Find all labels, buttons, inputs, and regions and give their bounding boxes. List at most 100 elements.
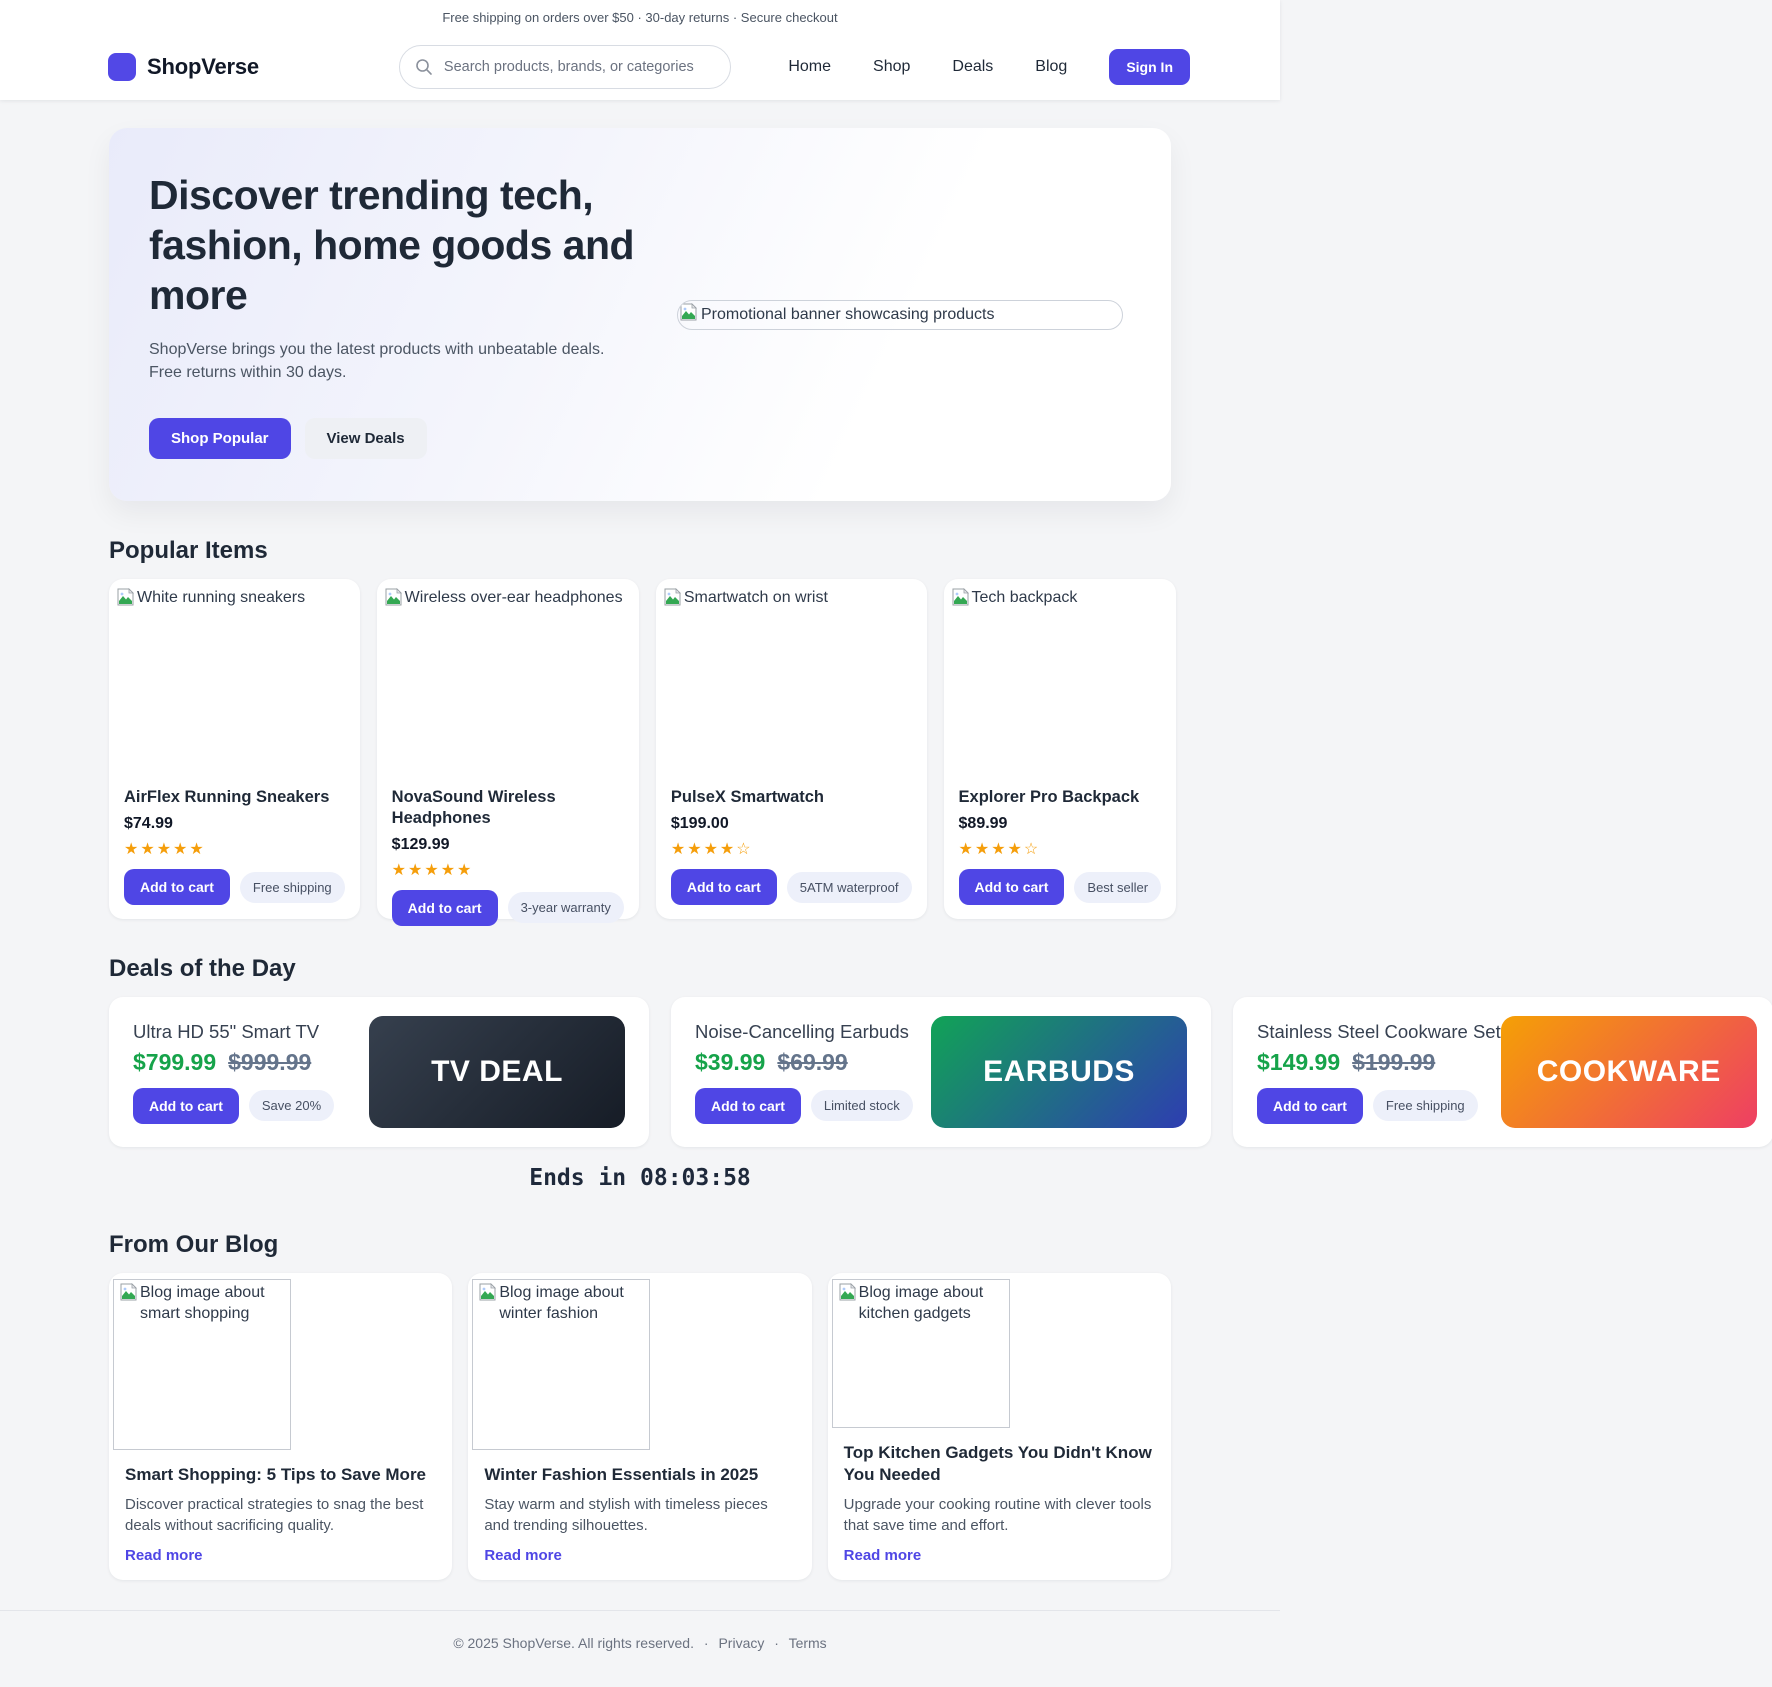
product-image-alt-text: Wireless over-ear headphones [404, 589, 623, 607]
blog-image-broken: Blog image about smart shopping [113, 1279, 291, 1451]
add-to-cart-button[interactable]: Add to cart [133, 1087, 239, 1124]
add-to-cart-button[interactable]: Add to cart [1257, 1087, 1363, 1124]
product-card-headphones: Wireless over-ear headphones NovaSound W… [376, 579, 639, 926]
deal-card-earbuds: Noise-Cancelling Earbuds $39.99 $69.99 A… [671, 997, 1211, 1148]
blog-post-title: Winter Fashion Essentials in 2025 [484, 1465, 759, 1485]
product-card-smartwatch: Smartwatch on wrist PulseX Smartwatch $1… [655, 579, 927, 920]
product-price: $199.00 [670, 815, 729, 833]
nav-home[interactable]: Home [788, 58, 832, 75]
blog-image-broken: Blog image about kitchen gadgets [831, 1279, 1010, 1429]
star-rating: ★★★★★ [124, 841, 206, 859]
shop-popular-button[interactable]: Shop Popular [149, 418, 291, 460]
deal-badge: Limited stock [810, 1090, 913, 1122]
hero-banner: Discover trending tech, fashion, home go… [109, 128, 1171, 502]
deal-price: $799.99 [133, 1048, 217, 1075]
view-deals-button[interactable]: View Deals [304, 418, 427, 460]
product-card-backpack: Tech backpack Explorer Pro Backpack $89.… [943, 579, 1177, 920]
deal-price: $149.99 [1257, 1048, 1341, 1075]
popular-items-heading: Popular Items [109, 537, 268, 565]
nav-shop[interactable]: Shop [873, 58, 911, 75]
deal-badge: Save 20% [248, 1090, 335, 1122]
nav-blog[interactable]: Blog [1035, 58, 1068, 75]
product-badge: Best seller [1074, 871, 1162, 903]
blog-post-title: Top Kitchen Gadgets You Didn't Know You … [843, 1443, 1152, 1485]
deals-section: Deals of the Day Ultra HD 55" Smart TV $… [109, 955, 1772, 1192]
blog-post-title: Smart Shopping: 5 Tips to Save More [125, 1465, 427, 1485]
read-more-link[interactable]: Read more [484, 1547, 562, 1565]
hero-ctas: Shop Popular View Deals [149, 418, 669, 460]
blog-heading: From Our Blog [109, 1231, 279, 1259]
broken-image-icon [839, 1283, 856, 1308]
deal-name: Noise-Cancelling Earbuds [695, 1020, 909, 1042]
copyright-text: © 2025 ShopVerse. All rights reserved. [453, 1635, 694, 1652]
main-nav: Home Shop Deals Blog Sign In [788, 49, 1190, 85]
product-image-broken: Wireless over-ear headphones [383, 585, 633, 783]
hero-text: Discover trending tech, fashion, home go… [149, 170, 669, 460]
deal-tile-label: TV DEAL [431, 1055, 563, 1089]
brand-logo-icon [108, 53, 136, 81]
hero-image-area: Promotional banner showcasing products [669, 299, 1131, 330]
nav-deals[interactable]: Deals [952, 58, 994, 75]
deal-tile-earbuds: EARBUDS [931, 1016, 1187, 1129]
product-price: $129.99 [391, 835, 450, 853]
blog-image-alt-text: Blog image about kitchen gadgets [858, 1284, 984, 1323]
blog-card-smart-shopping: Blog image about smart shopping Smart Sh… [109, 1273, 453, 1581]
deal-tile-label: EARBUDS [983, 1055, 1135, 1089]
deal-card-cookware: Stainless Steel Cookware Set $149.99 $19… [1233, 997, 1772, 1148]
blog-image-alt-text: Blog image about smart shopping [140, 1284, 265, 1323]
star-rating: ★★★★☆ [958, 841, 1041, 859]
product-name: Explorer Pro Backpack [958, 788, 1140, 807]
add-to-cart-button[interactable]: Add to cart [391, 889, 498, 926]
sign-in-button[interactable]: Sign In [1109, 49, 1190, 85]
product-image-broken: Smartwatch on wrist [662, 585, 921, 783]
product-card-sneakers: White running sneakers AirFlex Running S… [109, 579, 360, 920]
terms-link[interactable]: Terms [788, 1635, 827, 1652]
brand-name: ShopVerse [147, 54, 259, 79]
product-grid: White running sneakers AirFlex Running S… [109, 579, 1177, 926]
add-to-cart-button[interactable]: Add to cart [670, 869, 777, 906]
footer-separator: · [703, 1635, 709, 1652]
deals-heading: Deals of the Day [109, 955, 296, 983]
product-badge: 5ATM waterproof [786, 871, 912, 903]
deal-countdown: Ends in 08:03:58 [529, 1165, 751, 1192]
blog-card-kitchen-gadgets: Blog image about kitchen gadgets Top Kit… [827, 1273, 1171, 1581]
product-name: AirFlex Running Sneakers [124, 788, 330, 807]
deals-grid: Ultra HD 55" Smart TV $799.99 $999.99 Ad… [109, 997, 1772, 1148]
product-name: PulseX Smartwatch [670, 788, 825, 807]
broken-image-icon [117, 588, 134, 612]
deal-tile-label: COOKWARE [1536, 1055, 1721, 1089]
product-image-broken: Tech backpack [950, 585, 1171, 783]
footer: © 2025 ShopVerse. All rights reserved. ·… [0, 1610, 1280, 1687]
privacy-link[interactable]: Privacy [718, 1635, 765, 1652]
search [398, 45, 731, 89]
add-to-cart-button[interactable]: Add to cart [695, 1087, 801, 1124]
read-more-link[interactable]: Read more [125, 1547, 203, 1565]
deal-price: $39.99 [695, 1048, 766, 1075]
add-to-cart-button[interactable]: Add to cart [958, 869, 1065, 906]
deal-name: Ultra HD 55" Smart TV [133, 1020, 320, 1042]
blog-grid: Blog image about smart shopping Smart Sh… [109, 1273, 1171, 1581]
blog-card-winter-fashion: Blog image about winter fashion Winter F… [468, 1273, 812, 1581]
broken-image-icon [664, 588, 681, 612]
blog-image-broken: Blog image about winter fashion [472, 1279, 651, 1451]
deal-name: Stainless Steel Cookware Set [1257, 1020, 1501, 1042]
blog-section: From Our Blog Blog image about smart sho… [109, 1231, 1171, 1581]
product-image-broken: White running sneakers [115, 585, 354, 783]
read-more-link[interactable]: Read more [843, 1547, 922, 1565]
hero-promo-image-broken: Promotional banner showcasing products [677, 299, 1123, 330]
search-input[interactable] [398, 45, 731, 89]
add-to-cart-button[interactable]: Add to cart [124, 869, 230, 906]
blog-post-excerpt: Stay warm and stylish with timeless piec… [484, 1496, 768, 1535]
deal-old-price: $69.99 [777, 1048, 848, 1075]
product-badge: 3-year warranty [507, 892, 624, 924]
brand: ShopVerse [108, 53, 259, 81]
deal-tile-cookware: COOKWARE [1500, 1016, 1757, 1129]
hero-title: Discover trending tech, fashion, home go… [149, 172, 635, 319]
deal-old-price: $999.99 [228, 1048, 312, 1075]
hero-image-alt-text: Promotional banner showcasing products [701, 305, 995, 323]
deal-badge: Free shipping [1372, 1090, 1478, 1122]
broken-image-icon [680, 303, 697, 326]
top-chrome: Free shipping on orders over $50 · 30-da… [0, 0, 1280, 100]
star-rating: ★★★★★ [391, 861, 474, 879]
broken-image-icon [479, 1283, 497, 1308]
